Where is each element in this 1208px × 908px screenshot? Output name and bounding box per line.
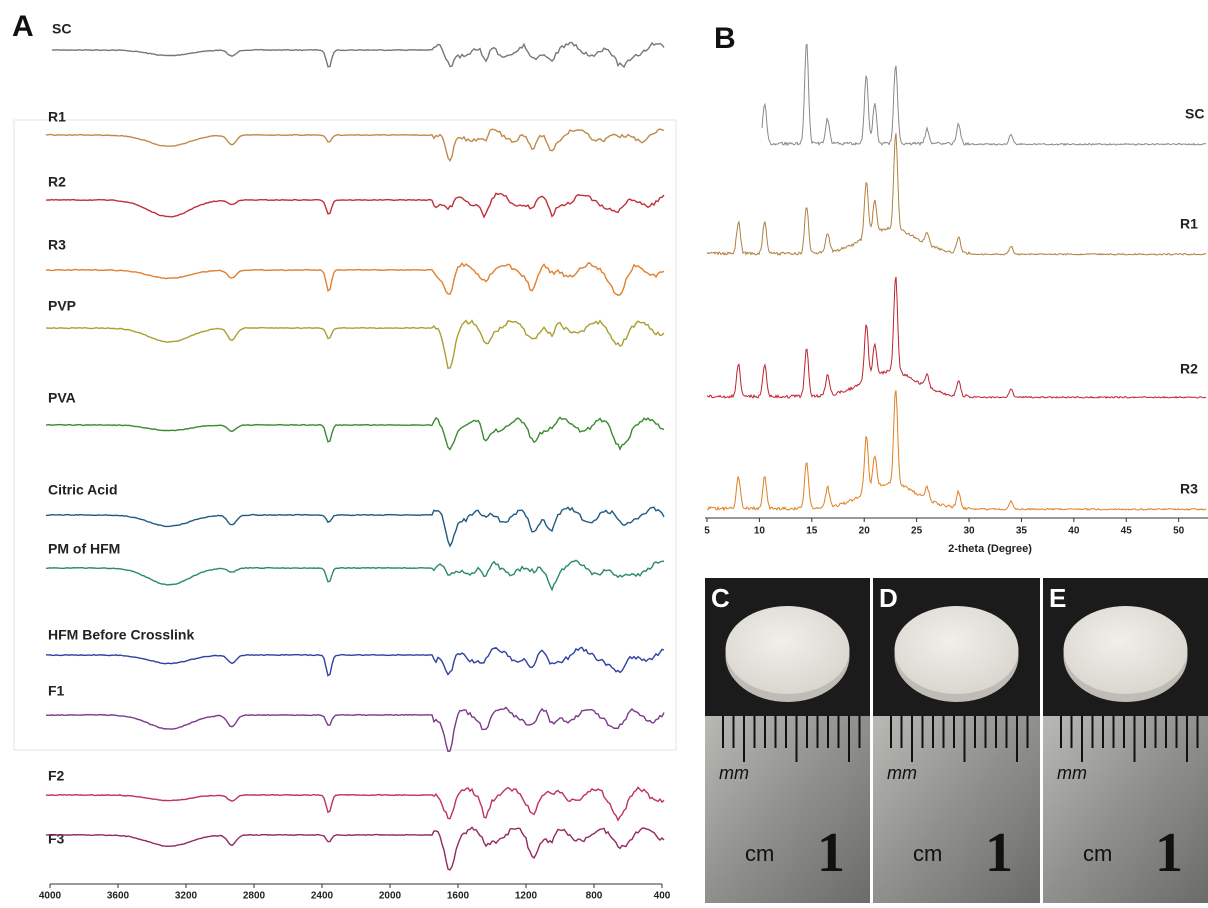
x-tick-label: 45 [1121,526,1133,537]
spectrum-curve [46,826,665,871]
x-tick-label: 20 [859,526,871,537]
photo: mm cm 1 C [705,578,870,903]
tablet [894,606,1019,694]
trace-label: F3 [48,831,65,847]
trace-label: R1 [48,109,66,125]
x-tick-label: 5 [704,526,710,537]
ruler-unit: cm [913,841,942,866]
ruler [1043,716,1208,903]
panel-label: D [879,583,898,613]
photo: mm cm 1 E [1043,578,1208,903]
x-tick-label: 800 [586,891,603,902]
trace-label: HFM Before Crosslink [48,627,194,643]
trace-label: Citric Acid [48,482,118,498]
ruler [705,716,870,903]
x-tick-label: 4000 [39,891,62,902]
trace-label: SC [1185,106,1204,122]
panel-label: A [12,10,34,43]
trace-label: R2 [48,174,66,190]
ruler-unit: mm [887,763,917,783]
photo: mm cm 1 D [873,578,1040,903]
spectrum-curve [45,319,665,369]
x-tick-label: 2400 [311,891,334,902]
trace-label: R2 [1180,361,1198,377]
x-tick-label: 30 [963,526,975,537]
spectrum-curve [45,559,665,592]
xrd-pattern [706,390,1207,512]
trace-label: F1 [48,683,65,699]
ruler-unit: mm [1057,763,1087,783]
spectrum-curve [45,192,665,219]
x-tick-label: 400 [654,891,671,902]
x-tick-label: 1200 [515,891,538,902]
ruler [873,716,1040,903]
spectrum-curve [45,416,665,451]
ruler-unit: cm [1083,841,1112,866]
x-tick-label: 3200 [175,891,198,902]
spectrum-curve [45,262,665,296]
spectrum-curve [45,506,665,548]
x-tick-label: 35 [1016,526,1028,537]
trace-label: R3 [48,237,66,253]
trace-label: PVA [48,390,76,406]
panel-label: E [1049,583,1066,613]
trace-label: R1 [1180,216,1198,232]
tablet [725,606,850,694]
ruler-number: 1 [817,822,845,884]
spectrum-curve [45,706,665,753]
panel-frame [13,119,677,751]
trace-label: PM of HFM [48,541,120,557]
x-tick-label: 2000 [379,891,402,902]
trace-label: F2 [48,768,65,784]
xrd-pattern [761,43,1207,146]
spectrum-curve [45,646,665,677]
ruler-number: 1 [1155,822,1183,884]
spectrum-curve [45,786,665,822]
x-tick-label: 2800 [243,891,266,902]
trace-label: R3 [1180,481,1198,497]
x-tick-label: 40 [1068,526,1080,537]
ruler-unit: mm [719,763,749,783]
trace-label: SC [52,21,71,37]
panel-label: B [714,22,736,55]
x-tick-label: 1600 [447,891,470,902]
trace-label: PVP [48,298,76,314]
x-tick-label: 10 [754,526,766,537]
ruler-unit: cm [745,841,774,866]
spectrum-curve [51,41,665,69]
x-tick-label: 25 [911,526,923,537]
x-axis-title: 2-theta (Degree) [948,543,1032,555]
tablet [1063,606,1188,694]
panel-label: C [711,583,730,613]
ruler-number: 1 [985,822,1013,884]
x-tick-label: 3600 [107,891,130,902]
x-tick-label: 15 [806,526,818,537]
xrd-pattern [706,276,1207,399]
xrd-pattern [706,133,1207,256]
spectrum-curve [45,128,665,162]
x-tick-label: 50 [1173,526,1185,537]
